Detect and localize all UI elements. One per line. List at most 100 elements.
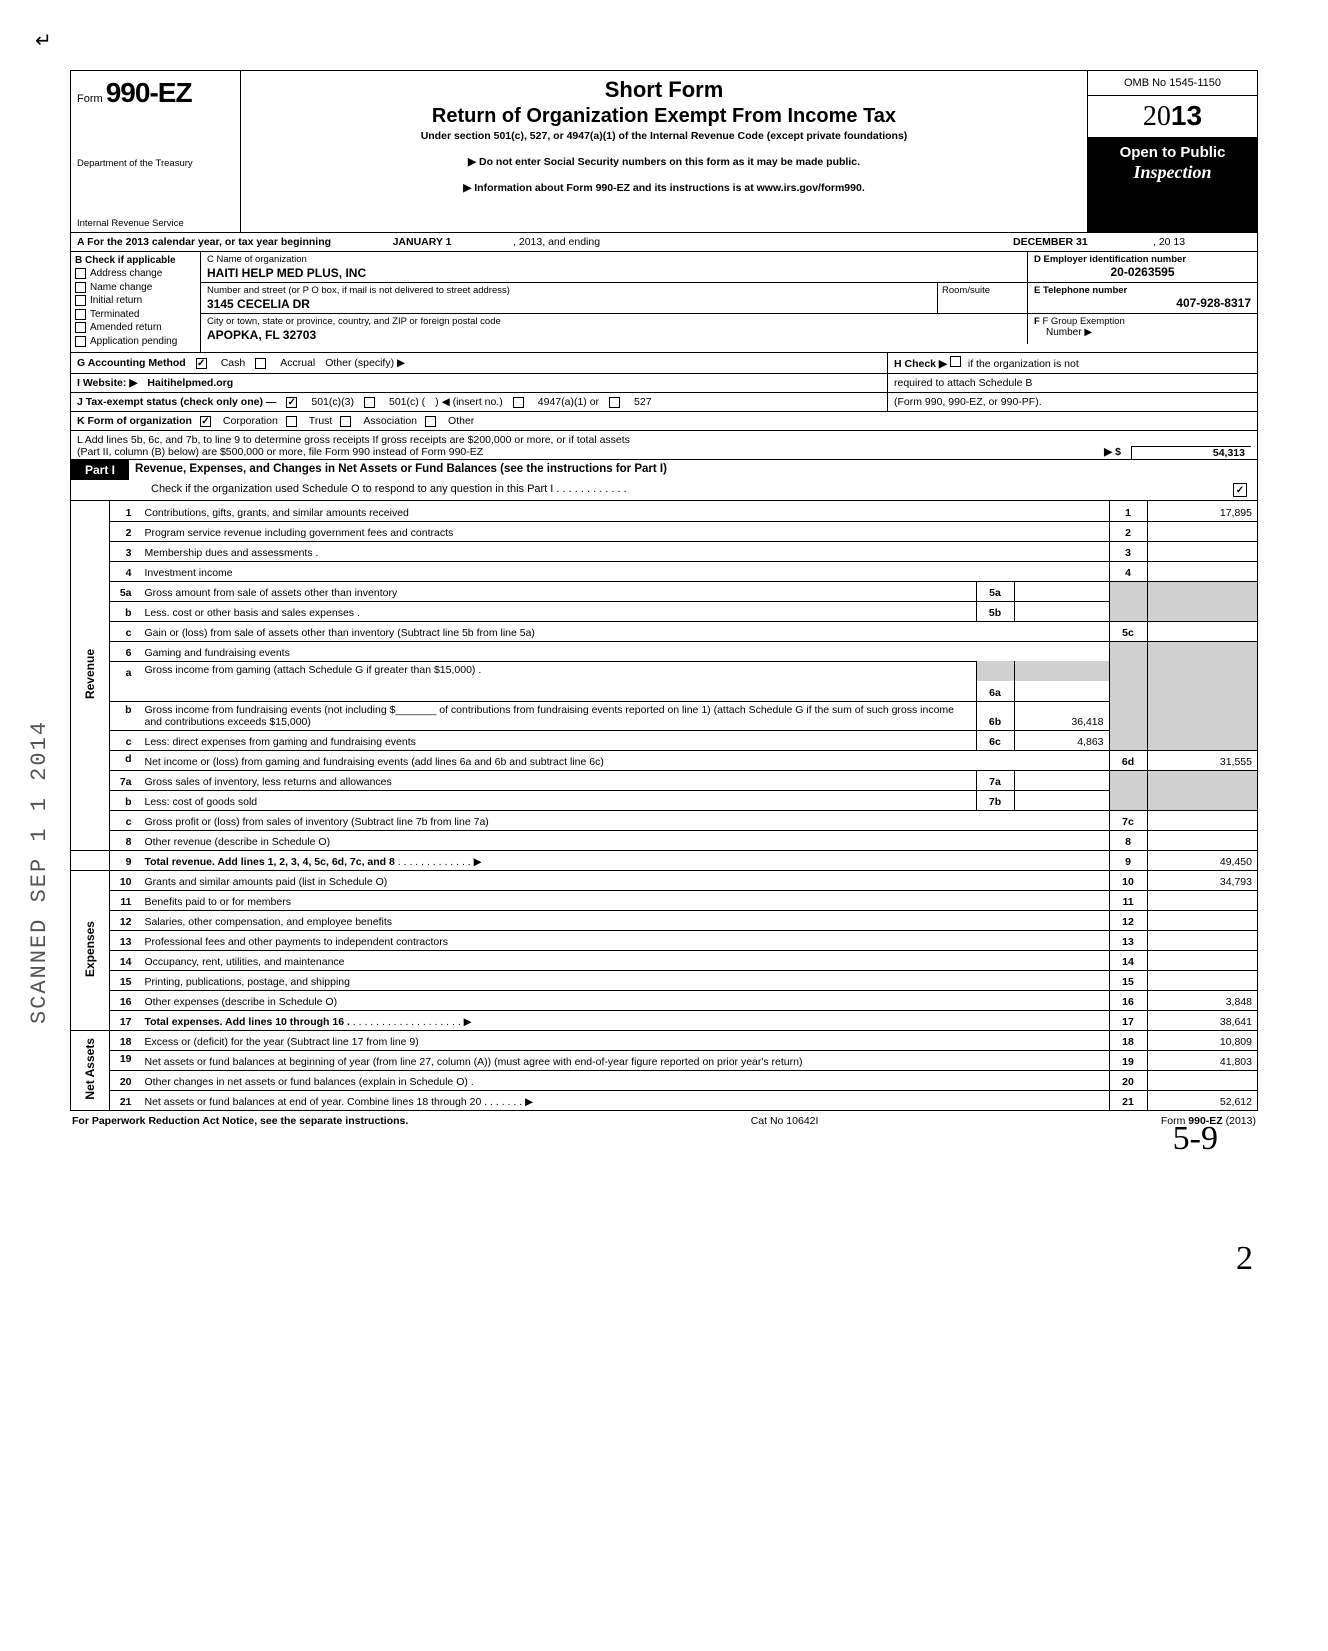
chk-corp[interactable]: ✓ bbox=[200, 416, 211, 427]
row-a-tail: , 20 13 bbox=[1147, 233, 1257, 251]
c-addr-value: 3145 CECELIA DR bbox=[207, 297, 931, 311]
ln-21: 21 bbox=[110, 1090, 140, 1110]
en-7c: 7c bbox=[1109, 810, 1147, 830]
ln-6d: d bbox=[110, 750, 140, 770]
chk-h[interactable] bbox=[950, 356, 961, 367]
ev-6d: 31,555 bbox=[1147, 750, 1257, 770]
c-room-label: Room/suite bbox=[942, 285, 1023, 296]
mn-6a: 6a bbox=[976, 681, 1014, 701]
chk-amended[interactable] bbox=[75, 322, 86, 333]
ev-8 bbox=[1147, 830, 1257, 850]
en-6d: 6d bbox=[1109, 750, 1147, 770]
ln-7b: b bbox=[110, 790, 140, 810]
row-a-end: DECEMBER 31 bbox=[1007, 233, 1147, 251]
chk-other-k[interactable] bbox=[425, 416, 436, 427]
desc-12: Salaries, other compensation, and employ… bbox=[140, 910, 1110, 930]
vlabel-expenses: Expenses bbox=[71, 870, 110, 1030]
corner-mark: ↵ bbox=[35, 28, 52, 53]
i-website: Haitihelpmed.org bbox=[147, 377, 233, 389]
e-tel-label: E Telephone number bbox=[1034, 285, 1251, 296]
chk-501c[interactable] bbox=[364, 397, 375, 408]
lbl-527: 527 bbox=[634, 396, 652, 408]
chk-name-change[interactable] bbox=[75, 282, 86, 293]
d-ein-value: 20-0263595 bbox=[1034, 265, 1251, 279]
lbl-501c: 501(c) ( bbox=[389, 396, 425, 408]
chk-assoc[interactable] bbox=[340, 416, 351, 427]
chk-pending[interactable] bbox=[75, 336, 86, 347]
desc-7c: Gross profit or (loss) from sales of inv… bbox=[140, 810, 1110, 830]
lbl-other-specify: Other (specify) ▶ bbox=[325, 357, 405, 369]
j-label: J Tax-exempt status (check only one) — bbox=[77, 396, 276, 408]
desc-6d: Net income or (loss) from gaming and fun… bbox=[140, 750, 1110, 770]
chk-527[interactable] bbox=[609, 397, 620, 408]
grey-6v bbox=[1147, 641, 1257, 750]
desc-1: Contributions, gifts, grants, and simila… bbox=[140, 501, 1110, 521]
year-outline: 20 bbox=[1143, 101, 1171, 132]
en-10: 10 bbox=[1109, 870, 1147, 890]
lbl-accrual: Accrual bbox=[280, 357, 315, 369]
en-14: 14 bbox=[1109, 950, 1147, 970]
grey-5 bbox=[1109, 581, 1147, 621]
part1-table: Revenue 1 Contributions, gifts, grants, … bbox=[71, 501, 1257, 1110]
chk-cash[interactable]: ✓ bbox=[196, 358, 207, 369]
f-group-label2: Number ▶ bbox=[1034, 327, 1251, 338]
header-right: OMB No 1545-1150 2013 Open to Public Ins… bbox=[1087, 71, 1257, 232]
en-5c: 5c bbox=[1109, 621, 1147, 641]
ev-11 bbox=[1147, 890, 1257, 910]
mv-6a bbox=[1014, 681, 1109, 701]
chk-part1-schedule-o[interactable]: ✓ bbox=[1233, 483, 1247, 497]
en-15: 15 bbox=[1109, 970, 1147, 990]
en-12: 12 bbox=[1109, 910, 1147, 930]
desc-2: Program service revenue including govern… bbox=[140, 521, 1110, 541]
chk-initial-return[interactable] bbox=[75, 295, 86, 306]
desc-19: Net assets or fund balances at beginning… bbox=[140, 1050, 1110, 1070]
part1-checkline-text: Check if the organization used Schedule … bbox=[151, 483, 1233, 497]
row-a-mid: , 2013, and ending bbox=[507, 233, 606, 251]
desc-6a: Gross income from gaming (attach Schedul… bbox=[140, 661, 977, 701]
mv-5a bbox=[1014, 581, 1109, 601]
f-group-label: F F Group Exemption bbox=[1034, 316, 1251, 327]
desc-16: Other expenses (describe in Schedule O) bbox=[140, 990, 1110, 1010]
en-11: 11 bbox=[1109, 890, 1147, 910]
chk-501c3[interactable]: ✓ bbox=[286, 397, 297, 408]
part1-checkline: Check if the organization used Schedule … bbox=[71, 480, 1257, 501]
desc-6: Gaming and fundraising events bbox=[140, 641, 1110, 661]
ln-3: 3 bbox=[110, 541, 140, 561]
chk-address-change[interactable] bbox=[75, 268, 86, 279]
k-label: K Form of organization bbox=[77, 415, 192, 427]
mv-7b bbox=[1014, 790, 1109, 810]
chk-accrual[interactable] bbox=[255, 358, 266, 369]
mn-5b: 5b bbox=[976, 601, 1014, 621]
row-j: J Tax-exempt status (check only one) — ✓… bbox=[71, 393, 1257, 412]
chk-trust[interactable] bbox=[286, 416, 297, 427]
lbl-pending: Application pending bbox=[90, 336, 177, 347]
ln-2: 2 bbox=[110, 521, 140, 541]
mn-5a: 5a bbox=[976, 581, 1014, 601]
page-footer: For Paperwork Reduction Act Notice, see … bbox=[70, 1111, 1258, 1127]
desc-10: Grants and similar amounts paid (list in… bbox=[140, 870, 1110, 890]
mv-6c: 4,863 bbox=[1014, 730, 1109, 750]
desc-7a: Gross sales of inventory, less returns a… bbox=[140, 770, 977, 790]
lbl-initial-return: Initial return bbox=[90, 295, 142, 306]
vlabel-netassets: Net Assets bbox=[71, 1030, 110, 1110]
ev-19: 41,803 bbox=[1147, 1050, 1257, 1070]
en-9: 9 bbox=[1109, 850, 1147, 870]
desc-14: Occupancy, rent, utilities, and maintena… bbox=[140, 950, 1110, 970]
chk-4947[interactable] bbox=[513, 397, 524, 408]
desc-7b: Less: cost of goods sold bbox=[140, 790, 977, 810]
l-line1: L Add lines 5b, 6c, and 7b, to line 9 to… bbox=[77, 434, 1251, 446]
ln-18: 18 bbox=[110, 1030, 140, 1050]
desc-4: Investment income bbox=[140, 561, 1110, 581]
part1-label: Part I bbox=[71, 460, 129, 480]
en-17: 17 bbox=[1109, 1010, 1147, 1030]
lbl-corp: Corporation bbox=[223, 415, 278, 427]
short-form-title: Short Form bbox=[251, 77, 1077, 103]
open-line1: Open to Public bbox=[1092, 144, 1253, 162]
ev-7c bbox=[1147, 810, 1257, 830]
lbl-trust: Trust bbox=[309, 415, 333, 427]
chk-terminated[interactable] bbox=[75, 309, 86, 320]
lbl-4947: 4947(a)(1) or bbox=[538, 396, 599, 408]
ev-9: 49,450 bbox=[1147, 850, 1257, 870]
ln-20: 20 bbox=[110, 1070, 140, 1090]
row-i: I Website: ▶ Haitihelpmed.org required t… bbox=[71, 374, 1257, 393]
